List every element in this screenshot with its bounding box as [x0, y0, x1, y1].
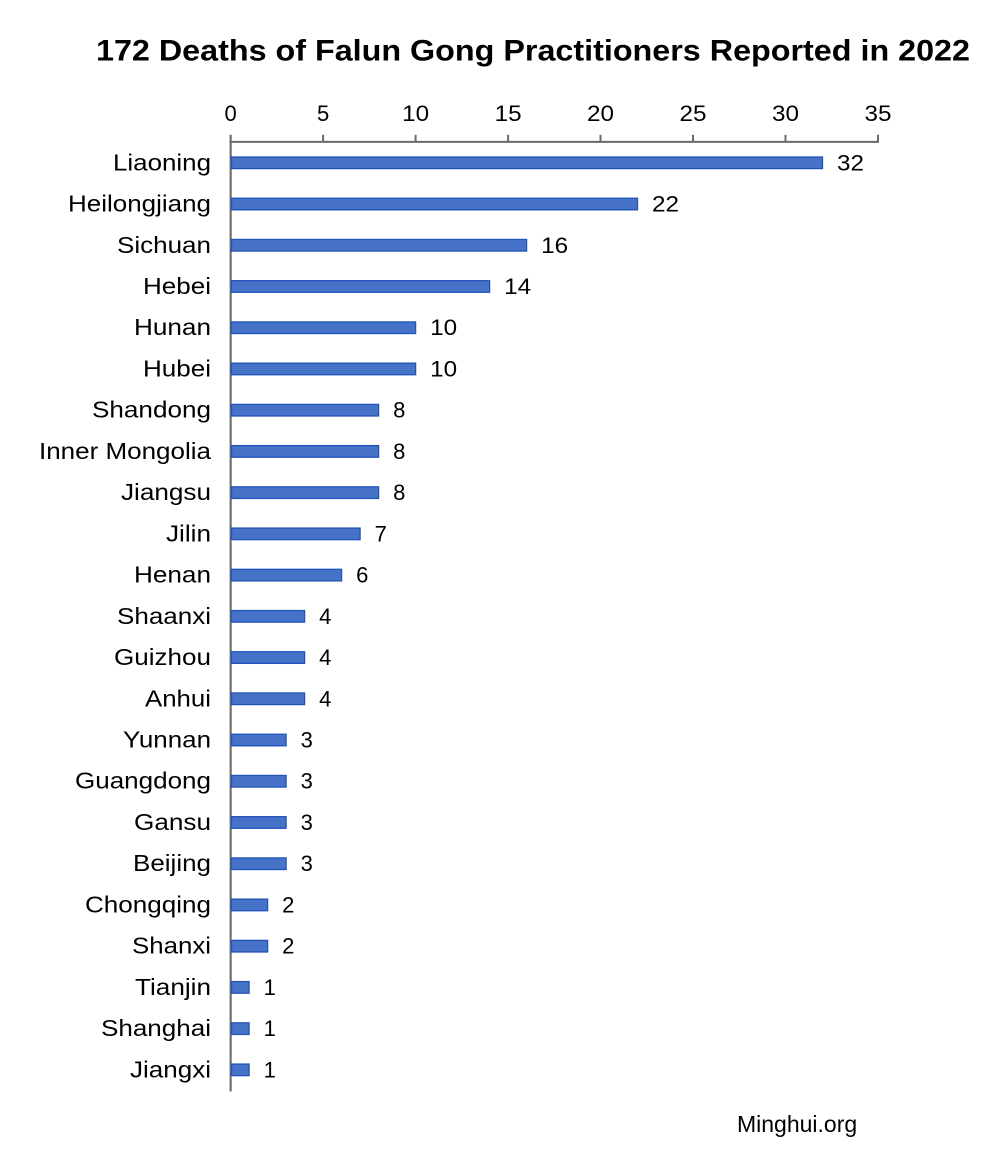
svg-text:22: 22: [652, 192, 679, 217]
svg-text:172 Deaths of Falun Gong Pract: 172 Deaths of Falun Gong Practitioners R…: [96, 35, 970, 68]
svg-text:2: 2: [282, 892, 294, 917]
svg-text:Jiangxi: Jiangxi: [130, 1056, 211, 1082]
svg-text:8: 8: [393, 480, 405, 505]
svg-text:Chongqing: Chongqing: [85, 891, 211, 917]
svg-text:Gansu: Gansu: [134, 809, 211, 835]
svg-text:Tianjin: Tianjin: [135, 974, 211, 1000]
svg-text:3: 3: [301, 810, 313, 835]
svg-text:4: 4: [319, 686, 331, 711]
svg-text:4: 4: [319, 645, 331, 670]
svg-text:7: 7: [375, 521, 387, 546]
svg-text:15: 15: [495, 101, 522, 126]
svg-text:Shaanxi: Shaanxi: [117, 603, 211, 629]
svg-text:Minghui.org: Minghui.org: [737, 1111, 857, 1137]
svg-text:5: 5: [317, 101, 329, 126]
svg-text:30: 30: [772, 101, 799, 126]
svg-text:Guizhou: Guizhou: [114, 644, 211, 670]
svg-text:Guangdong: Guangdong: [75, 768, 211, 794]
svg-text:3: 3: [301, 851, 313, 876]
svg-text:16: 16: [541, 233, 568, 258]
svg-text:Heilongjiang: Heilongjiang: [68, 191, 211, 217]
svg-text:1: 1: [264, 1057, 276, 1082]
svg-text:Jilin: Jilin: [166, 520, 211, 546]
svg-text:3: 3: [301, 728, 313, 753]
svg-text:1: 1: [264, 975, 276, 1000]
svg-text:Anhui: Anhui: [145, 685, 211, 711]
svg-text:1: 1: [264, 1016, 276, 1041]
svg-text:Yunnan: Yunnan: [123, 727, 211, 753]
svg-text:10: 10: [402, 101, 429, 126]
svg-text:Beijing: Beijing: [133, 850, 211, 876]
svg-text:Hubei: Hubei: [143, 355, 211, 381]
svg-text:Inner Mongolia: Inner Mongolia: [39, 438, 211, 464]
svg-text:20: 20: [587, 101, 614, 126]
svg-text:Shanxi: Shanxi: [132, 933, 211, 959]
svg-text:32: 32: [837, 150, 864, 175]
svg-text:Henan: Henan: [134, 562, 211, 588]
svg-text:8: 8: [393, 398, 405, 423]
svg-text:35: 35: [865, 101, 892, 126]
svg-text:2: 2: [282, 934, 294, 959]
svg-text:Sichuan: Sichuan: [117, 232, 211, 258]
svg-text:25: 25: [680, 101, 707, 126]
svg-text:Shanghai: Shanghai: [101, 1015, 211, 1041]
svg-text:Jiangsu: Jiangsu: [121, 479, 211, 505]
svg-text:10: 10: [430, 356, 457, 381]
svg-text:3: 3: [301, 769, 313, 794]
svg-text:Hebei: Hebei: [143, 273, 211, 299]
svg-text:Liaoning: Liaoning: [113, 149, 211, 175]
svg-text:4: 4: [319, 604, 331, 629]
svg-text:Hunan: Hunan: [134, 314, 211, 340]
svg-text:6: 6: [356, 563, 368, 588]
svg-text:8: 8: [393, 439, 405, 464]
svg-text:14: 14: [504, 274, 531, 299]
svg-text:10: 10: [430, 315, 457, 340]
svg-text:0: 0: [224, 101, 236, 126]
svg-text:Shandong: Shandong: [92, 397, 211, 423]
